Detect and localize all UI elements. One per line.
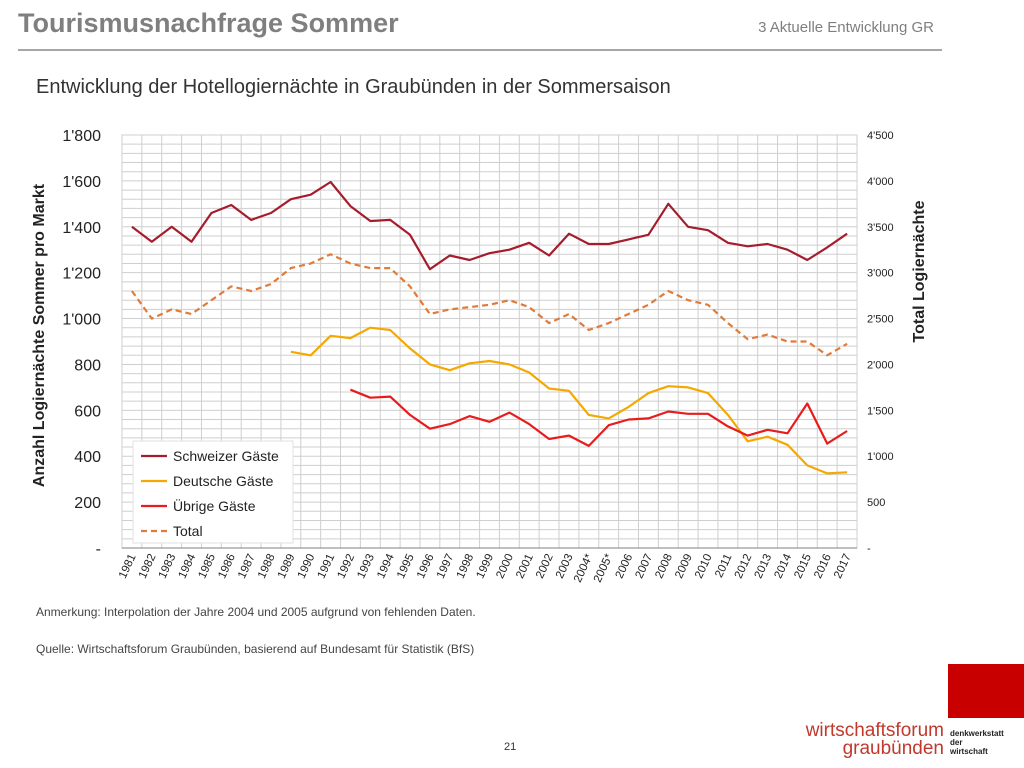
x-tick-label: 2013 bbox=[753, 552, 775, 580]
line-chart: - 200 400 600 800 1'000 1'200 1'400 1'600 1'800 - 5… bbox=[31, 128, 928, 585]
series-line bbox=[290, 326, 848, 475]
x-tick-label: 1984 bbox=[177, 552, 199, 581]
logo-line-1: wirtschaftsforum bbox=[805, 720, 944, 741]
x-tick-label: 2009 bbox=[673, 552, 695, 580]
y2-tick-label: 3'500 bbox=[867, 222, 894, 234]
y2-tick-label: 4'000 bbox=[867, 176, 894, 188]
y2-tick-label: 3'000 bbox=[867, 268, 894, 280]
y-tick-label: 800 bbox=[74, 357, 101, 374]
x-tick-label: 1986 bbox=[216, 552, 238, 580]
y2-tick-label: - bbox=[867, 543, 871, 555]
x-tick-label: 1988 bbox=[256, 552, 278, 580]
logo-tagline-1: denkwerkstatt bbox=[950, 729, 1004, 738]
logo-line-2: graubünden bbox=[842, 738, 944, 759]
x-tick-label: 2012 bbox=[733, 552, 755, 580]
x-tick-label: 1989 bbox=[276, 552, 298, 580]
x-tick-label: 1981 bbox=[117, 552, 139, 580]
x-tick-label: 1993 bbox=[355, 552, 377, 580]
x-tick-label: 1990 bbox=[296, 552, 318, 580]
x-tick-label: 2014 bbox=[772, 552, 794, 581]
x-tick-label: 2016 bbox=[812, 552, 834, 580]
x-tick-label: 2006 bbox=[614, 552, 636, 580]
y-tick-label: 1'800 bbox=[62, 128, 101, 145]
x-tick-label: 2000 bbox=[494, 552, 516, 580]
x-tick-label: 2001 bbox=[514, 552, 536, 580]
y-axis-title: Anzahl Logiernächte Sommer pro Markt bbox=[31, 183, 48, 487]
series-line bbox=[349, 388, 848, 447]
x-tick-label: 1991 bbox=[316, 552, 338, 580]
x-tick-label: 2005* bbox=[592, 552, 616, 585]
x-tick-label: 2010 bbox=[693, 552, 715, 580]
page-title: Tourismusnachfrage Sommer bbox=[18, 8, 399, 38]
y2-tick-label: 2'500 bbox=[867, 314, 894, 326]
x-tick-label: 1999 bbox=[475, 552, 497, 580]
x-tick-label: 1985 bbox=[196, 552, 218, 580]
chart-title: Entwicklung der Hotellogiernächte in Gra… bbox=[36, 76, 671, 98]
section-label: 3 Aktuelle Entwicklung GR bbox=[758, 19, 934, 36]
brand-block bbox=[948, 664, 1024, 718]
x-tick-label: 1997 bbox=[435, 552, 457, 580]
y2-tick-label: 1'000 bbox=[867, 451, 894, 463]
x-tick-label: 1998 bbox=[455, 552, 477, 580]
y2-tick-label: 4'500 bbox=[867, 130, 894, 142]
y2-tick-label: 1'500 bbox=[867, 405, 894, 417]
legend-label: Deutsche Gäste bbox=[173, 473, 274, 489]
x-tick-label: 1987 bbox=[236, 552, 258, 580]
y-tick-label: 1'000 bbox=[62, 312, 101, 329]
logo-tagline-2: der bbox=[950, 738, 963, 747]
x-tick-label: 1983 bbox=[157, 552, 179, 580]
legend-box bbox=[132, 440, 294, 544]
y2-tick-label: 500 bbox=[867, 497, 885, 509]
x-tick-label: 1994 bbox=[375, 552, 397, 581]
x-tick-label: 2002 bbox=[534, 552, 556, 580]
y-tick-label: 600 bbox=[74, 403, 101, 420]
page-number: 21 bbox=[504, 741, 517, 753]
legend-label: Übrige Gäste bbox=[173, 497, 256, 514]
y-tick-label: 400 bbox=[74, 449, 101, 466]
x-tick-label: 1995 bbox=[395, 552, 417, 580]
x-tick-label: 2017 bbox=[832, 552, 854, 580]
series-line bbox=[131, 253, 848, 357]
logo-tagline: denkwerkstatt der wirtschaft bbox=[950, 729, 1004, 756]
x-tick-label: 2011 bbox=[713, 552, 734, 579]
x-tick-label: 2008 bbox=[653, 552, 675, 580]
y-tick-label: 1'400 bbox=[62, 220, 101, 237]
legend-label: Total bbox=[173, 523, 203, 539]
x-tick-label: 1996 bbox=[415, 552, 437, 580]
y2-axis-title: Total Logiernächte bbox=[911, 200, 928, 342]
x-tick-label: 2007 bbox=[633, 552, 655, 580]
x-tick-label: 1992 bbox=[335, 552, 357, 580]
legend-label: Schweizer Gäste bbox=[173, 448, 279, 464]
y-tick-label: 1'200 bbox=[62, 266, 101, 283]
chart-source: Quelle: Wirtschaftsforum Graubünden, bas… bbox=[36, 642, 475, 656]
x-tick-label: 1982 bbox=[137, 552, 159, 580]
chart-note: Anmerkung: Interpolation der Jahre 2004 … bbox=[36, 605, 476, 619]
y2-tick-label: 2'000 bbox=[867, 359, 894, 371]
x-tick-label: 2015 bbox=[792, 552, 814, 580]
y-tick-label: 1'600 bbox=[62, 174, 101, 191]
logo-tagline-3: wirtschaft bbox=[950, 747, 988, 756]
y-tick-label: 200 bbox=[74, 495, 101, 512]
header-divider bbox=[18, 49, 942, 51]
logo: wirtschaftsforum graubünden bbox=[790, 720, 944, 759]
series-line bbox=[131, 180, 848, 271]
y-tick-label: - bbox=[96, 541, 101, 558]
